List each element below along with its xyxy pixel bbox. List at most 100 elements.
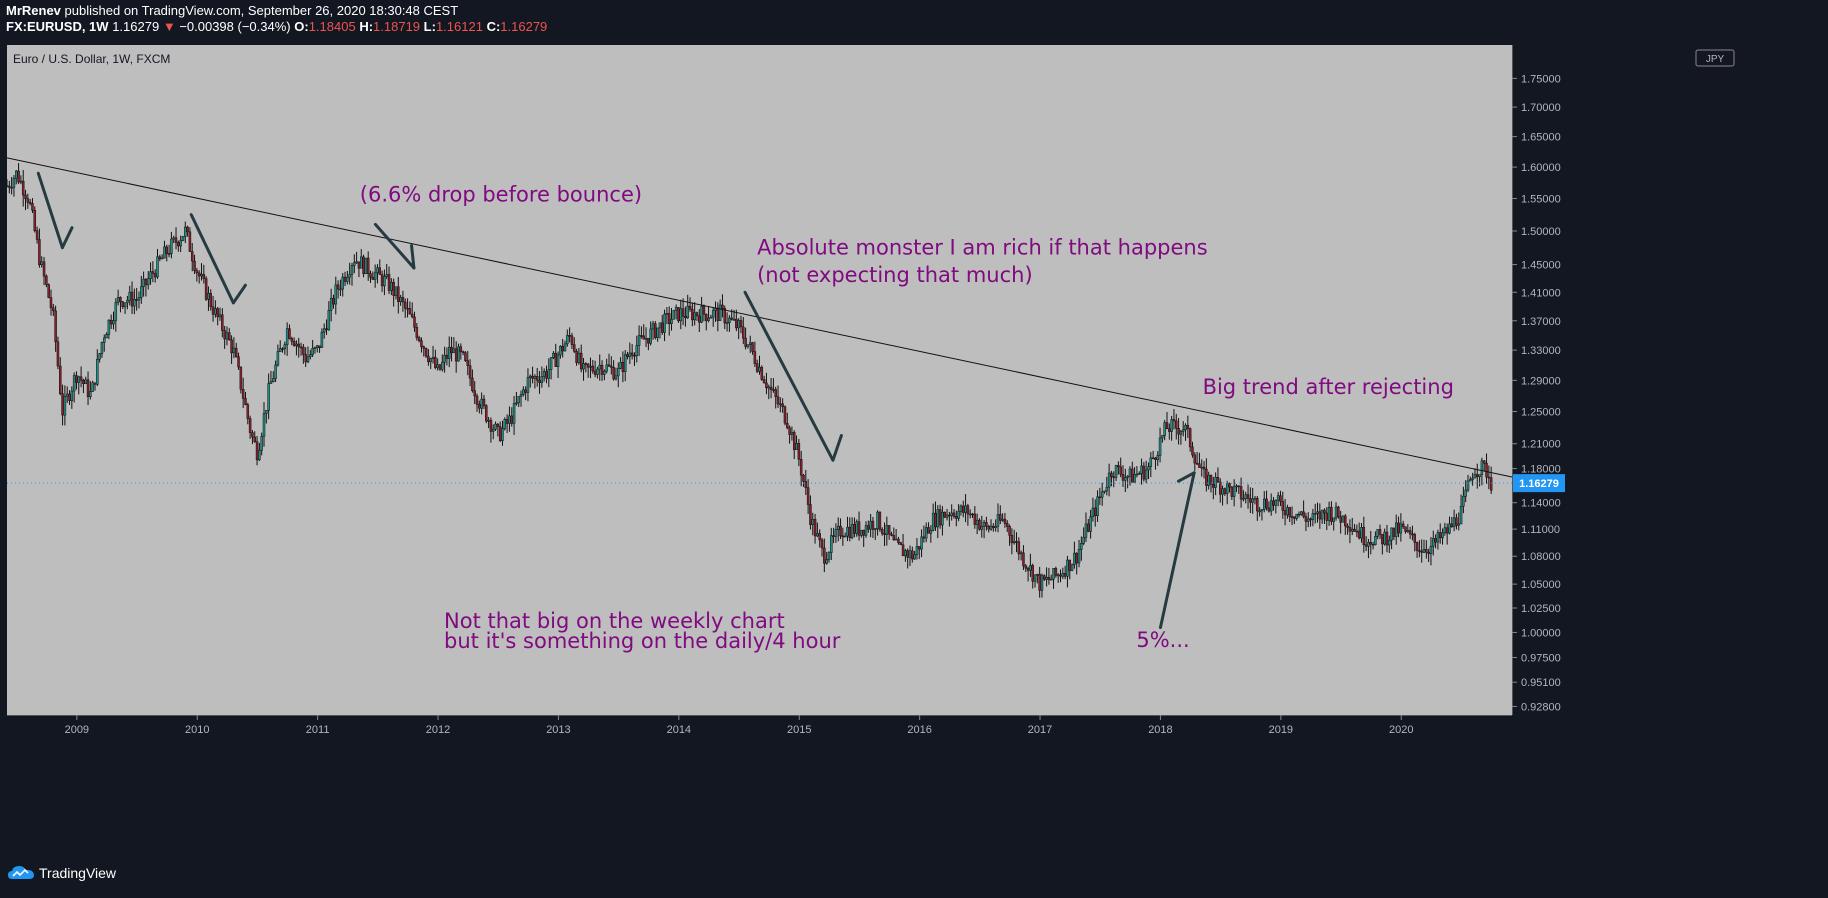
y-tick-label: 1.60000 [1521, 162, 1561, 174]
candle-body [836, 525, 840, 530]
candle-body [468, 365, 472, 379]
candle-body [288, 328, 291, 339]
candle-body [366, 257, 370, 274]
candle-body [628, 352, 632, 357]
candle-body [68, 393, 71, 401]
candle-body [776, 396, 780, 405]
candle-body [570, 335, 574, 345]
tradingview-logo[interactable]: TradingView [7, 864, 116, 882]
chart-area[interactable]: 1.75000 1.70000 1.65000 1.60000 1.55000 1.500… [7, 45, 1762, 834]
candle-body [54, 310, 57, 343]
candle-body [369, 273, 372, 278]
price-change: −0.00398 (−0.34%) [179, 19, 291, 34]
candle-body [783, 406, 787, 424]
y-tick-label: 1.41000 [1521, 287, 1561, 299]
candle-body [128, 291, 131, 301]
candle-body [1049, 578, 1053, 581]
candle-body [1158, 437, 1162, 456]
candle-body [524, 389, 527, 393]
candle-body [56, 341, 60, 367]
candle-body [38, 239, 41, 266]
candle-body [251, 432, 254, 438]
candle-body [1436, 532, 1440, 543]
price-chart[interactable]: 1.75000 1.70000 1.65000 1.60000 1.55000 1.500… [7, 45, 1762, 834]
candle-body [473, 390, 476, 397]
candle-body [403, 301, 407, 309]
candle-body [535, 376, 539, 381]
candle-body [1302, 511, 1305, 517]
candle-body [410, 313, 414, 318]
candle-body [1286, 507, 1289, 516]
candle-body [806, 487, 810, 505]
candle-body [1056, 574, 1060, 577]
candle-body [554, 352, 557, 367]
candle-body [61, 393, 64, 416]
candle-body [647, 337, 650, 344]
y-tick-label: 1.45000 [1521, 260, 1561, 272]
candle-body [1411, 533, 1414, 536]
candle-body [968, 513, 972, 516]
candle-body [661, 322, 664, 333]
ann-drop: (6.6% drop before bounce) [360, 183, 642, 207]
candle-body [684, 315, 687, 319]
candle-body [1063, 573, 1067, 577]
candle-body [1420, 550, 1423, 553]
candle-body [200, 274, 203, 277]
candle-body [1441, 532, 1444, 539]
candle-body [962, 505, 965, 513]
candle-body [834, 529, 838, 537]
candle-body [744, 337, 747, 347]
candle-body [380, 274, 384, 287]
candle-body [779, 403, 782, 406]
candle-body [505, 419, 509, 424]
candle-body [1325, 512, 1329, 521]
candle-body [1448, 523, 1451, 534]
candle-body [28, 202, 32, 204]
chart-title: Euro / U.S. Dollar, 1W, FXCM [13, 52, 170, 66]
candle-body [899, 542, 902, 546]
symbol-label[interactable]: FX:EURUSD, 1W [6, 19, 109, 34]
candle-body [10, 187, 13, 189]
annotation-arrow [1158, 471, 1196, 630]
candle-body [1098, 496, 1102, 499]
candle-body [269, 381, 273, 384]
candle-body [1017, 541, 1021, 555]
candle-body [1205, 468, 1208, 486]
candle-body [1401, 523, 1405, 527]
candle-body [332, 297, 335, 305]
candle-body [1200, 466, 1203, 469]
candle-body [1175, 420, 1178, 429]
candle-body [123, 302, 127, 308]
candle-body [1105, 486, 1109, 492]
candle-body [1480, 460, 1484, 475]
low-label: L: [423, 19, 436, 34]
candle-body [292, 341, 296, 346]
candle-body [1230, 486, 1234, 497]
candle-body [1216, 477, 1220, 483]
candle-body [248, 418, 252, 433]
candle-body [936, 509, 940, 528]
candle-body [15, 170, 18, 179]
candle-body [49, 297, 53, 309]
candle-body [47, 284, 50, 298]
candle-body [959, 505, 963, 512]
candle-body [596, 368, 599, 375]
candle-body [667, 313, 671, 324]
author-name[interactable]: MrRenev [6, 3, 61, 18]
candle-body [922, 536, 926, 539]
candle-body [1367, 542, 1370, 547]
candle-body [860, 529, 863, 536]
candle-body [813, 519, 817, 537]
candle-body [346, 276, 349, 282]
candle-body [434, 356, 437, 368]
candle-body [452, 348, 456, 354]
candle-body [978, 519, 981, 530]
candle-body [1172, 419, 1176, 422]
candle-body [21, 180, 25, 196]
candle-body [218, 314, 222, 318]
candle-body [955, 516, 958, 519]
candle-body [1040, 575, 1044, 591]
price-scale-background [1512, 45, 1762, 834]
candle-body [1168, 428, 1171, 432]
candle-body [1304, 516, 1308, 522]
